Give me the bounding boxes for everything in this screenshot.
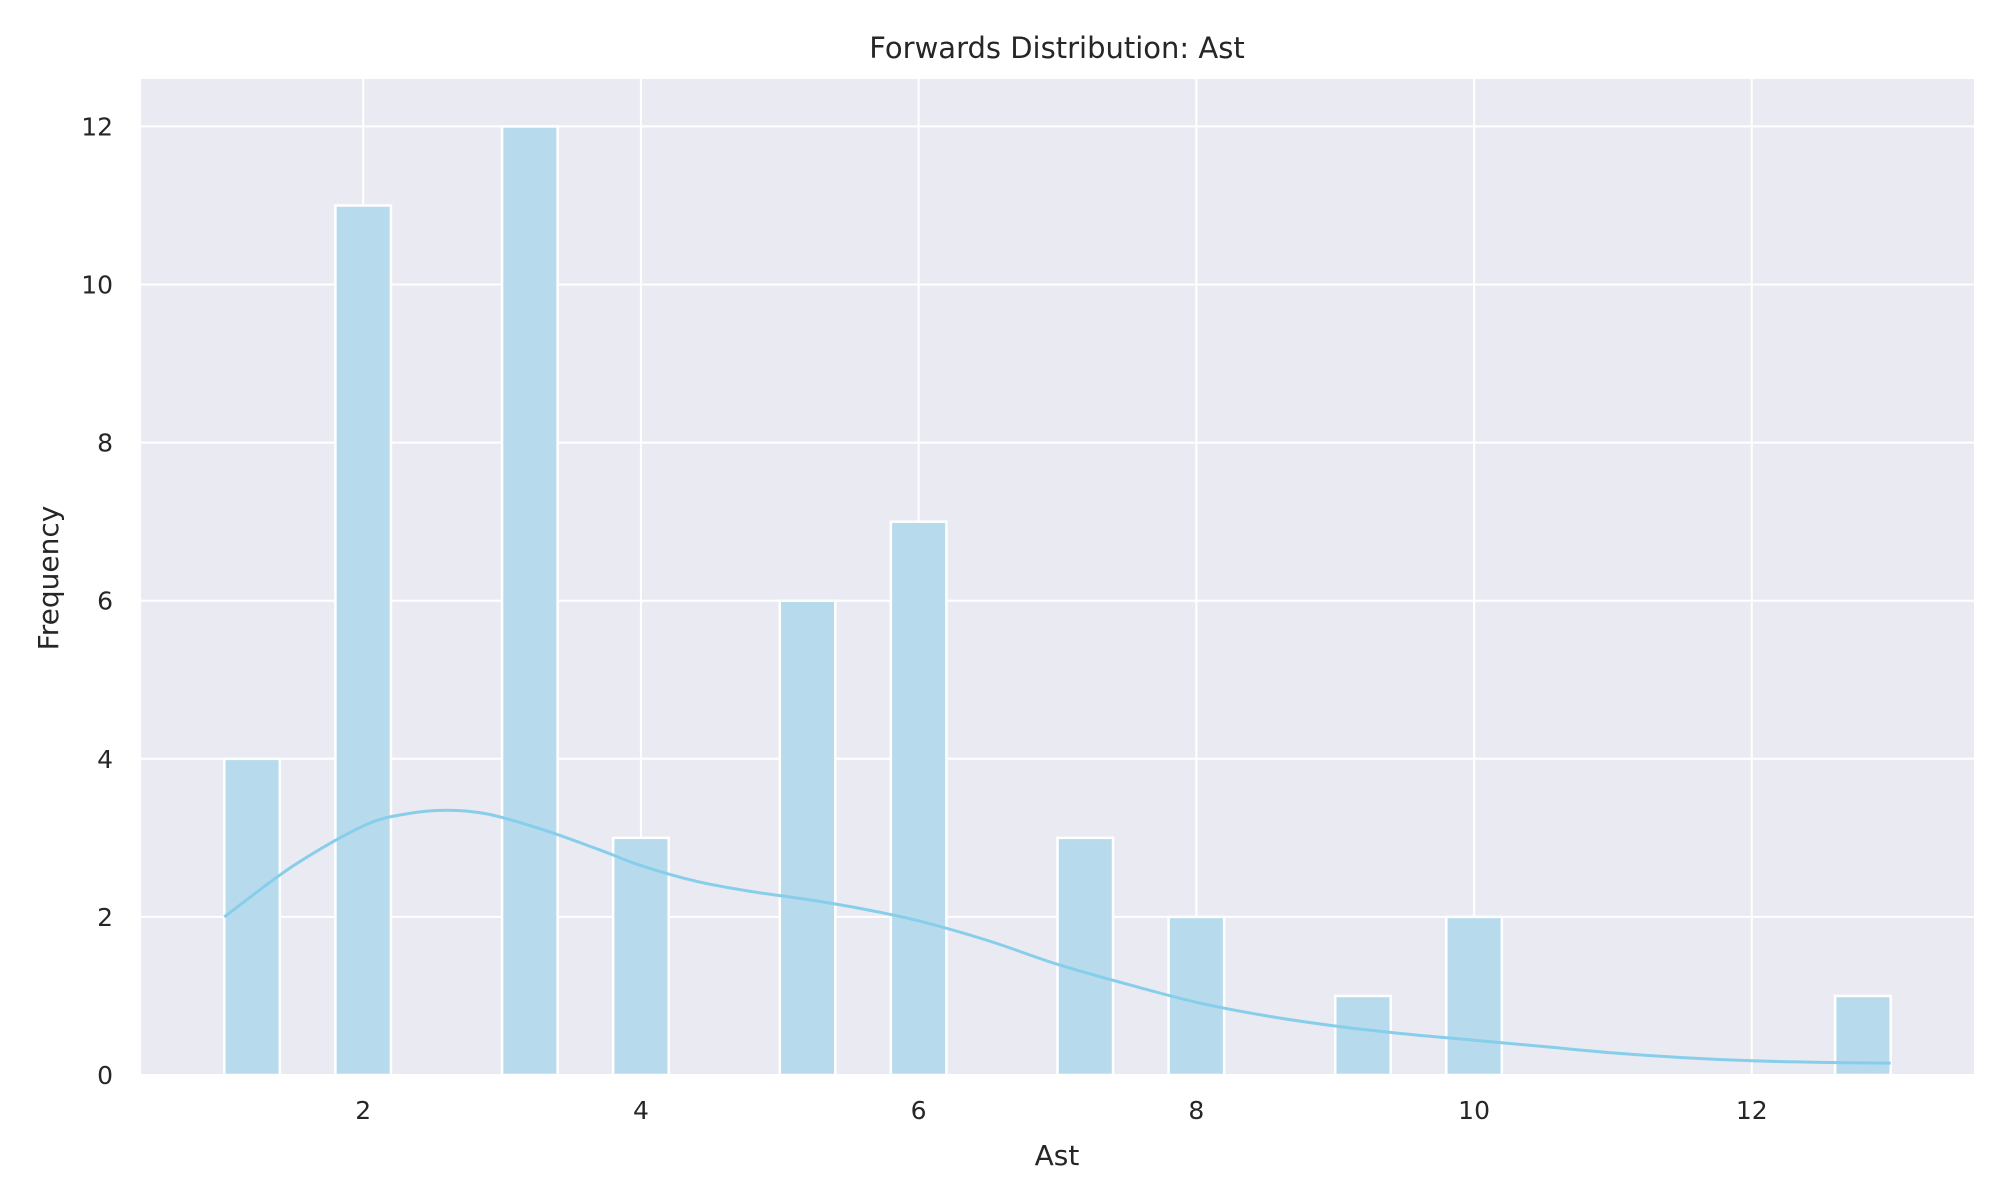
x-tick-label: 10 — [1458, 1096, 1490, 1125]
y-tick-label: 8 — [97, 429, 113, 458]
histogram-bar — [1056, 836, 1115, 1077]
y-tick-label: 6 — [97, 587, 113, 616]
x-tick-label: 2 — [355, 1096, 371, 1125]
histogram-bar — [889, 520, 948, 1077]
x-tick-label: 12 — [1736, 1096, 1768, 1125]
x-tick-label: 8 — [1188, 1096, 1204, 1125]
histogram-bar — [1333, 994, 1393, 1077]
y-tick-label: 4 — [97, 745, 113, 774]
x-tick-label: 4 — [633, 1096, 649, 1125]
y-tick-label: 2 — [97, 903, 113, 932]
y-tick-label: 0 — [97, 1061, 113, 1090]
kde-line — [223, 808, 1891, 1065]
histogram-bar — [778, 599, 837, 1077]
y-tick-label: 10 — [81, 271, 113, 300]
y-tick-label: 12 — [81, 112, 113, 141]
x-tick-labels: 2 4 6 8 10 12 — [355, 1096, 1767, 1125]
histogram-bar — [1445, 915, 1504, 1077]
histogram-bar — [223, 757, 282, 1077]
histogram-bar — [1167, 915, 1226, 1077]
histogram-bar — [334, 204, 393, 1077]
histogram-bar — [611, 836, 670, 1077]
y-tick-labels: 0 2 4 6 8 10 12 — [81, 112, 113, 1090]
x-axis-label: Ast — [1035, 1139, 1080, 1172]
y-axis-label: Frequency — [32, 506, 65, 651]
chart-title: Forwards Distribution: Ast — [869, 31, 1244, 65]
x-tick-label: 6 — [911, 1096, 927, 1125]
histogram-bar — [500, 125, 559, 1077]
